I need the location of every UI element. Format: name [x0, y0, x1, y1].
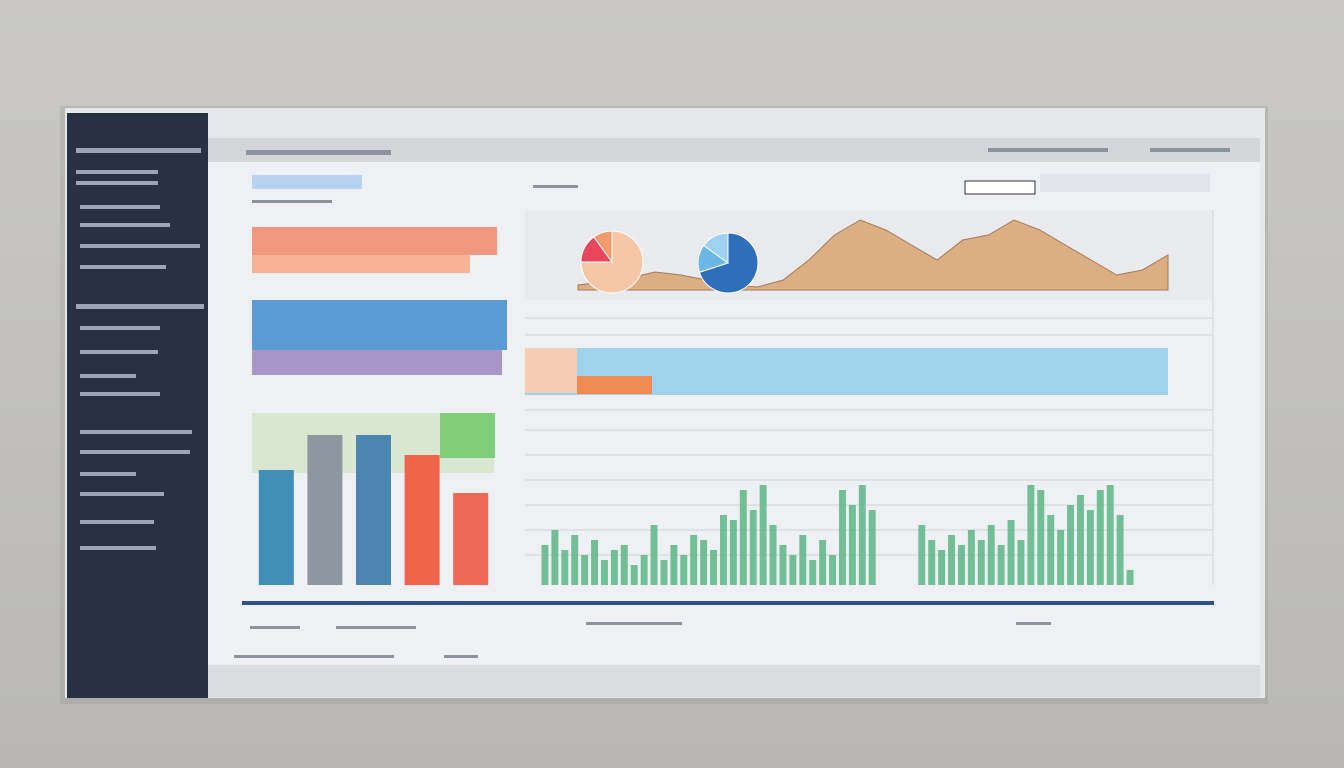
bar [997, 545, 1005, 585]
bar [938, 550, 946, 585]
bar [551, 530, 559, 585]
bar [356, 435, 391, 585]
bar [719, 515, 727, 585]
bar [987, 525, 995, 585]
panel-bar [252, 227, 497, 255]
bar [591, 540, 599, 585]
bar [789, 555, 797, 585]
text-lines [234, 148, 1230, 658]
bar [967, 530, 975, 585]
bar [1027, 485, 1035, 585]
pie-slice [703, 232, 729, 264]
bar [541, 545, 549, 585]
bar [620, 545, 628, 585]
panel-block [252, 350, 502, 375]
bar [690, 535, 698, 585]
bar [948, 535, 956, 585]
bar [650, 525, 658, 585]
bar [680, 555, 688, 585]
toolbar [1040, 174, 1210, 192]
bar [630, 565, 638, 585]
bar [858, 485, 866, 585]
bar [700, 540, 708, 585]
bar [307, 435, 343, 585]
bar [258, 470, 294, 585]
bar [957, 545, 965, 585]
bar [710, 550, 718, 585]
bar [1017, 540, 1025, 585]
bar [928, 540, 936, 585]
input[interactable] [252, 175, 362, 189]
bar [571, 535, 579, 585]
bar [1057, 530, 1065, 585]
bar [829, 555, 837, 585]
bar [729, 520, 737, 585]
panel-bar [252, 255, 470, 273]
bar [1076, 495, 1084, 585]
bar [1037, 490, 1045, 585]
area [577, 219, 1169, 291]
table-cell [525, 348, 577, 393]
pie-slice [580, 230, 644, 294]
button[interactable] [964, 180, 1036, 195]
bar [670, 545, 678, 585]
bar [739, 490, 747, 585]
bar [453, 493, 489, 585]
bar [1067, 505, 1075, 585]
bar [1086, 510, 1094, 585]
bar [799, 535, 807, 585]
bar [1126, 570, 1134, 585]
bar [1116, 515, 1124, 585]
footer [208, 665, 1260, 697]
bar [660, 560, 668, 585]
bar [610, 550, 618, 585]
sidebar [67, 113, 208, 698]
bar [838, 490, 846, 585]
bar [404, 455, 440, 585]
bar [809, 560, 817, 585]
sidebar-items [76, 148, 204, 550]
divider [242, 601, 1214, 605]
bar [749, 510, 757, 585]
bar [1096, 490, 1104, 585]
bar [1007, 520, 1015, 585]
panel-bg [440, 413, 495, 458]
bar [977, 540, 985, 585]
bar [561, 550, 569, 585]
bar [848, 505, 856, 585]
panel-block [252, 300, 507, 350]
bar [581, 555, 589, 585]
bar [1106, 485, 1114, 585]
bar [600, 560, 608, 585]
bar [1047, 515, 1055, 585]
bar [819, 540, 827, 585]
pie-slice [593, 230, 613, 264]
bar [779, 545, 787, 585]
bar [759, 485, 767, 585]
bar [868, 510, 876, 585]
bar [769, 525, 777, 585]
bar [640, 555, 648, 585]
table-cell [577, 376, 652, 394]
bar [918, 525, 926, 585]
